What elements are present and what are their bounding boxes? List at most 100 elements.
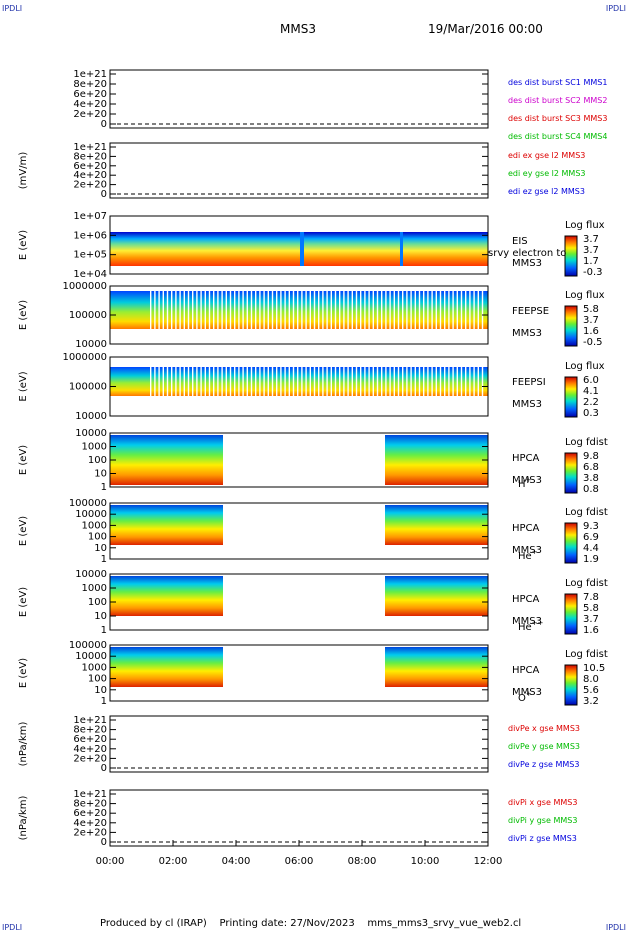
data-gap-line bbox=[301, 291, 303, 329]
colorbar-tick-label: 7.8 bbox=[583, 592, 599, 603]
panel-label: FEEPSI bbox=[512, 377, 546, 388]
data-gap-line bbox=[347, 367, 349, 396]
y-tick-label: 100000 bbox=[69, 310, 107, 321]
colorbar-tick-label: 8.0 bbox=[583, 674, 599, 685]
colorbar-tick-label: 5.6 bbox=[583, 685, 599, 696]
y-tick-label: 2e+20 bbox=[73, 109, 107, 120]
y-tick-label: 2e+20 bbox=[73, 827, 107, 838]
data-gap-line bbox=[423, 367, 425, 396]
data-gap-line bbox=[280, 291, 282, 329]
corner-label: IPDLI bbox=[2, 923, 23, 932]
data-gap-line bbox=[234, 291, 236, 329]
colorbar-tick-label: 3.7 bbox=[583, 614, 599, 625]
colorbar-title: Log fdist bbox=[565, 437, 608, 448]
data-gap-line bbox=[204, 367, 206, 396]
data-gap-line bbox=[402, 291, 404, 329]
y-tick-label: 1000 bbox=[82, 583, 107, 594]
species-label: He+ bbox=[518, 548, 538, 562]
y-tick-label: 1e+21 bbox=[73, 789, 107, 800]
y-tick-label: 1e+21 bbox=[73, 142, 107, 153]
panel-feepsi bbox=[109, 356, 578, 418]
y-tick-label: 10 bbox=[94, 543, 107, 554]
panel-label: MMS3 bbox=[512, 258, 542, 269]
panel-label: MMS3 bbox=[512, 475, 542, 486]
colorbar-tick-label: 3.7 bbox=[583, 315, 599, 326]
footer-printed: Printing date: 27/Nov/2023 bbox=[219, 918, 355, 929]
corner-label: IPDLI bbox=[605, 923, 626, 932]
panel-label: MMS3 bbox=[512, 328, 542, 339]
data-gap-line bbox=[397, 367, 400, 396]
species-charge: ++ bbox=[532, 619, 544, 627]
y-axis-label: E (eV) bbox=[18, 230, 29, 260]
y-tick-label: 8e+20 bbox=[73, 151, 107, 162]
data-gap-line bbox=[288, 291, 290, 329]
data-gap-line bbox=[192, 291, 194, 329]
data-gap-line bbox=[200, 367, 202, 396]
y-tick-label: 0 bbox=[101, 837, 107, 848]
data-gap-line bbox=[242, 291, 244, 329]
data-gap-line bbox=[217, 367, 219, 396]
spectrogram-stripe bbox=[300, 232, 304, 266]
y-tick-label: 10000 bbox=[75, 339, 107, 350]
panel-divpe bbox=[109, 715, 489, 773]
data-gap-line bbox=[162, 367, 164, 396]
data-gap-line bbox=[309, 367, 311, 396]
data-gap-line bbox=[372, 291, 374, 329]
data-gap-line bbox=[326, 367, 328, 396]
spectrogram-block bbox=[110, 576, 223, 616]
data-gap-line bbox=[154, 367, 156, 396]
colorbar-tick-label: 6.8 bbox=[583, 462, 599, 473]
data-gap-line bbox=[456, 291, 458, 329]
y-tick-label: 1 bbox=[101, 482, 107, 493]
y-tick-label: 4e+20 bbox=[73, 818, 107, 829]
panel-hpca-h bbox=[109, 432, 578, 494]
data-gap-line bbox=[322, 367, 324, 396]
y-axis-label: (mV/m) bbox=[18, 152, 29, 190]
y-tick-label: 10000 bbox=[75, 651, 107, 662]
colorbar-tick-label: 3.2 bbox=[583, 696, 599, 707]
data-gap-line bbox=[305, 291, 307, 329]
data-gap-line bbox=[406, 291, 408, 329]
data-gap-line bbox=[183, 367, 185, 396]
y-tick-label: 0 bbox=[101, 119, 107, 130]
y-tick-label: 10 bbox=[94, 469, 107, 480]
data-gap-line bbox=[150, 291, 152, 329]
corner-label: IPDLI bbox=[2, 4, 23, 13]
data-gap-line bbox=[334, 367, 337, 396]
data-gap-line bbox=[213, 367, 215, 396]
y-tick-label: 8e+20 bbox=[73, 725, 107, 736]
data-gap-line bbox=[360, 291, 362, 329]
y-tick-label: 10000 bbox=[75, 569, 107, 580]
y-tick-label: 4e+20 bbox=[73, 99, 107, 110]
data-gap-line bbox=[477, 367, 479, 396]
legend-entry: divPe y gse MMS3 bbox=[508, 742, 580, 751]
y-tick-label: 0 bbox=[101, 189, 107, 200]
footer-script: mms_mms3_srvy_vue_web2.cl bbox=[367, 918, 522, 929]
data-gap-line bbox=[439, 291, 442, 329]
colorbar-tick-label: -0.5 bbox=[583, 337, 603, 348]
spectrogram-band bbox=[110, 367, 488, 396]
data-gap-line bbox=[431, 367, 433, 396]
data-gap-line bbox=[418, 367, 421, 396]
data-gap-line bbox=[448, 291, 450, 329]
data-gap-line bbox=[456, 367, 458, 396]
panel-edi-e bbox=[109, 142, 489, 199]
panel-divpi bbox=[109, 789, 489, 847]
data-gap-line bbox=[385, 367, 387, 396]
colorbar bbox=[564, 452, 578, 494]
data-gap-line bbox=[208, 291, 211, 329]
data-gap-line bbox=[406, 367, 408, 396]
data-gap-line bbox=[465, 367, 467, 396]
panel-eis bbox=[109, 215, 578, 277]
y-axis-label: E (eV) bbox=[18, 300, 29, 330]
data-gap-line bbox=[292, 367, 295, 396]
data-gap-line bbox=[179, 367, 181, 396]
panel-label: MMS3 bbox=[512, 545, 542, 556]
colorbar-tick-label: 0.3 bbox=[583, 408, 599, 419]
colorbar-title: Log flux bbox=[565, 220, 605, 231]
data-gap-line bbox=[322, 291, 324, 329]
data-gap-line bbox=[364, 291, 366, 329]
y-tick-label: 6e+20 bbox=[73, 161, 107, 172]
y-tick-label: 1000 bbox=[82, 520, 107, 531]
panel-label: HPCA bbox=[512, 665, 540, 676]
